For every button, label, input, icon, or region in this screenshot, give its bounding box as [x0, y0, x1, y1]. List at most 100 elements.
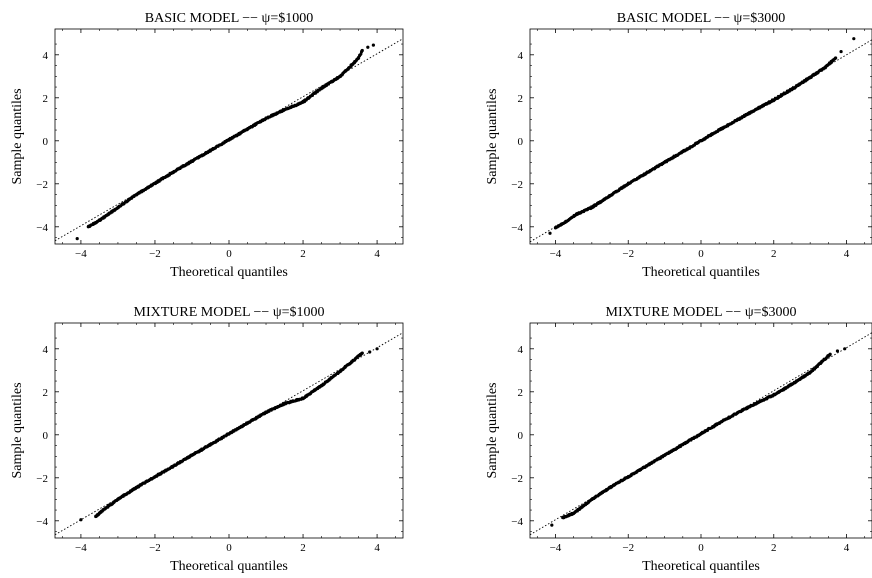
quantile-point [282, 108, 287, 112]
quantile-point [301, 100, 305, 104]
x-tick-label: −4 [75, 248, 87, 260]
quantile-point [356, 56, 361, 60]
quantile-point [548, 231, 552, 235]
quantile-point [575, 212, 579, 216]
plot-area [530, 332, 872, 536]
y-tick-label: −4 [36, 222, 48, 234]
x-tick-label: 4 [844, 248, 850, 260]
quantile-point [75, 237, 79, 241]
quantile-point [116, 497, 120, 501]
quantile-point [319, 383, 324, 387]
qq-panel-1: BASIC MODEL −− ψ=$1000 −4 −2 0 2 4 −4 −2 0 2 4 Theo… [10, 11, 404, 280]
quantile-point [772, 393, 776, 397]
x-tick-label: −4 [550, 542, 562, 554]
y-tick-label: −4 [511, 222, 523, 234]
quantile-point [590, 497, 594, 501]
y-tick-label: −2 [511, 179, 523, 191]
quantile-point [366, 45, 370, 49]
quantile-point [79, 518, 83, 522]
y-axis-label: Sample quantiles [485, 382, 500, 478]
x-tick-label: 2 [771, 542, 777, 554]
quantile-point [735, 411, 739, 415]
quantile-point [753, 402, 758, 406]
x-tick-label: 4 [844, 542, 850, 554]
x-tick-label: −4 [75, 542, 87, 554]
quantile-point [245, 127, 250, 131]
quantile-point [572, 511, 576, 515]
quantile-point [808, 370, 812, 375]
qq-panel-2: BASIC MODEL −− ψ=$3000 −4 −2 0 2 4 −4 −2 0 2 4 Theo… [485, 11, 872, 280]
quantile-point [843, 347, 847, 351]
y-tick-label: 4 [518, 344, 524, 356]
x-tick-label: 2 [300, 542, 306, 554]
quantile-point [360, 351, 364, 355]
qq-panel-3: MIXTURE MODEL −− ψ=$1000 −4 −2 0 2 4 −4 −2 0 2 4 Th… [10, 305, 404, 574]
quantile-point [808, 75, 812, 79]
y-tick-label: 4 [43, 50, 49, 62]
y-tick-label: 0 [43, 430, 49, 442]
reference-line [55, 38, 403, 242]
quantile-point [790, 87, 794, 91]
quantile-point [699, 139, 703, 143]
x-tick-label: 2 [771, 248, 777, 260]
quantile-point [561, 515, 565, 520]
quantile-point [839, 49, 843, 54]
quantile-point [94, 514, 98, 519]
quantile-point [717, 128, 721, 132]
x-axis-label: Theoretical quantiles [170, 559, 288, 574]
quantile-point [351, 359, 355, 363]
quantile-point [835, 349, 840, 353]
quantile-point [360, 48, 364, 53]
quantile-point [608, 485, 612, 490]
quantile-point [134, 485, 139, 490]
quantile-point [153, 475, 157, 479]
sample-cloud [561, 353, 832, 520]
quantile-point [823, 66, 827, 70]
quantile-point [663, 160, 667, 164]
y-axis-label: Sample quantiles [485, 88, 500, 184]
x-tick-label: 4 [374, 248, 380, 260]
quantile-point [264, 410, 268, 414]
quantile-point [626, 182, 630, 186]
quantile-point [608, 194, 612, 198]
quantile-point [282, 402, 287, 406]
quantile-point [819, 361, 823, 365]
quantile-point [116, 205, 120, 210]
quantile-point [301, 396, 305, 400]
quantile-point [227, 432, 231, 436]
y-axis-label: Sample quantiles [10, 382, 25, 478]
quantile-point [717, 421, 721, 425]
sample-cloud [86, 49, 364, 228]
quantile-point [681, 442, 685, 447]
y-tick-label: 0 [518, 136, 524, 148]
y-tick-label: 4 [43, 344, 49, 356]
y-tick-label: −2 [36, 473, 48, 485]
qq-panel-4: MIXTURE MODEL −− ψ=$3000 −4 −2 0 2 4 −4 −2 0 2 4 Th… [485, 305, 872, 574]
panel-title: BASIC MODEL −− ψ=$3000 [617, 11, 785, 26]
quantile-point [644, 464, 649, 468]
quantile-point [338, 74, 342, 78]
x-tick-label: 0 [698, 248, 704, 260]
x-axis-label: Theoretical quantiles [642, 559, 760, 574]
quantile-point [245, 421, 250, 425]
quantile-point [753, 108, 758, 112]
quantile-point [550, 523, 554, 527]
quantile-point [790, 382, 794, 386]
quantile-point [153, 181, 157, 185]
y-tick-label: 4 [518, 50, 524, 62]
y-tick-label: 2 [518, 387, 524, 399]
x-axis-label: Theoretical quantiles [170, 265, 288, 280]
y-tick-label: −2 [511, 473, 523, 485]
x-tick-label: −2 [149, 542, 161, 554]
y-tick-label: −2 [36, 179, 48, 191]
sample-cloud [94, 352, 363, 518]
quantile-point [834, 56, 838, 60]
x-tick-label: −4 [550, 248, 562, 260]
panel-title: MIXTURE MODEL −− ψ=$3000 [606, 305, 797, 320]
quantile-point [208, 148, 213, 153]
y-tick-label: 2 [518, 93, 524, 105]
plot-area [55, 332, 403, 536]
x-tick-label: 2 [300, 248, 306, 260]
x-tick-label: −2 [622, 248, 634, 260]
quantile-point [852, 37, 856, 41]
